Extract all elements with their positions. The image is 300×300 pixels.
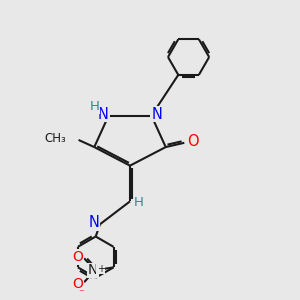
Text: H: H xyxy=(89,100,99,113)
Text: CH₃: CH₃ xyxy=(45,132,67,145)
Text: N: N xyxy=(88,215,99,230)
Text: N: N xyxy=(98,107,109,122)
Text: H: H xyxy=(134,196,144,209)
Text: O: O xyxy=(72,277,83,291)
Text: ⁻: ⁻ xyxy=(78,288,84,298)
Text: O: O xyxy=(72,250,83,264)
Text: N: N xyxy=(151,107,162,122)
Text: N: N xyxy=(88,263,98,277)
Text: +: + xyxy=(97,264,105,274)
Text: O: O xyxy=(188,134,199,149)
